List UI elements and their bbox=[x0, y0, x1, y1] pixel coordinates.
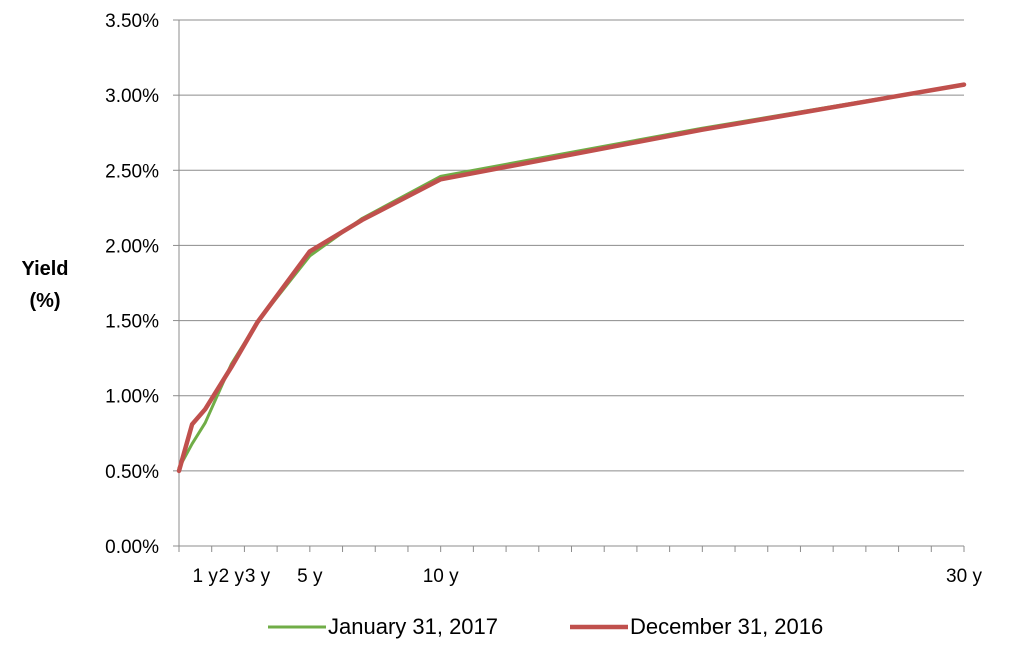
legend-label-1: January 31, 2017 bbox=[328, 614, 498, 639]
y-tick-label: 0.00% bbox=[105, 537, 159, 558]
label-layer: Yield (%) 0.00% 0.50% 1.00% 1.50% 2.00% 2.50%… bbox=[21, 11, 982, 587]
series-layer bbox=[176, 82, 967, 474]
x-tick-label: 10 y bbox=[423, 566, 459, 587]
x-tick-label: 5 y bbox=[297, 566, 323, 587]
axis-layer bbox=[173, 19, 965, 552]
series-line-1 bbox=[177, 83, 966, 470]
y-tick-label: 3.50% bbox=[105, 11, 159, 32]
legend-label-2: December 31, 2016 bbox=[630, 614, 823, 639]
legend: January 31, 2017 December 31, 2016 bbox=[268, 614, 823, 639]
x-tick-label: 30 y bbox=[946, 566, 982, 587]
grid-layer bbox=[179, 19, 964, 472]
y-axis-label-line1: Yield bbox=[21, 258, 68, 280]
series-line-2 bbox=[176, 82, 967, 474]
y-tick-label: 2.50% bbox=[105, 161, 159, 182]
x-tick-label: 2 y bbox=[219, 566, 245, 587]
y-tick-label: 1.00% bbox=[105, 387, 159, 408]
x-tick-label: 1 y bbox=[192, 566, 218, 587]
y-axis-label-line2: (%) bbox=[29, 290, 60, 312]
y-tick-label: 2.00% bbox=[105, 236, 159, 257]
x-tick-label: 3 y bbox=[245, 566, 271, 587]
y-tick-label: 3.00% bbox=[105, 86, 159, 107]
y-tick-label: 1.50% bbox=[105, 312, 159, 333]
y-tick-label: 0.50% bbox=[105, 462, 159, 483]
